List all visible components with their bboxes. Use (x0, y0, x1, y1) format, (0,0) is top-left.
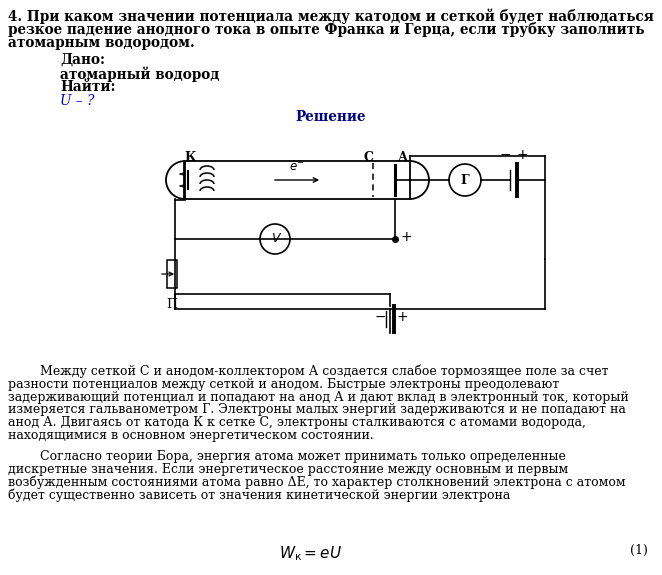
Bar (167, 260, 177, 288)
Text: С: С (363, 151, 373, 164)
Text: Г: Г (461, 174, 469, 186)
Text: возбужденным состояниями атома равно ΔЕ, то характер столкновений электрона с ат: возбужденным состояниями атома равно ΔЕ,… (8, 476, 626, 489)
Text: анод А. Двигаясь от катода К к сетке С, электроны сталкиваются с атомами водород: анод А. Двигаясь от катода К к сетке С, … (8, 416, 586, 429)
Bar (185, 161, 410, 199)
Text: атомарным водородом.: атомарным водородом. (8, 36, 195, 50)
Text: измеряется гальванометром Г. Электроны малых энергий задерживаются и не попадают: измеряется гальванометром Г. Электроны м… (8, 404, 626, 416)
Text: +: + (516, 148, 528, 162)
Text: разности потенциалов между сеткой и анодом. Быстрые электроны преодолевают: разности потенциалов между сеткой и анод… (8, 378, 559, 391)
Text: U – ?: U – ? (60, 94, 95, 108)
Text: (1): (1) (630, 544, 648, 557)
Text: −: − (374, 310, 386, 324)
Text: находящимися в основном энергетическом состоянии.: находящимися в основном энергетическом с… (8, 429, 374, 442)
Text: +: + (396, 310, 408, 324)
Text: А: А (398, 151, 408, 164)
Text: будет существенно зависеть от значения кинетической энергии электрона: будет существенно зависеть от значения к… (8, 488, 510, 502)
Text: +: + (400, 230, 412, 244)
Text: атомарный водород: атомарный водород (60, 66, 219, 82)
Text: Дано:: Дано: (60, 52, 105, 66)
Text: задерживающий потенциал и попадают на анод А и дают вклад в электронный ток, кот: задерживающий потенциал и попадают на ан… (8, 390, 629, 404)
Circle shape (449, 164, 481, 196)
Text: $e^{-}$: $e^{-}$ (289, 161, 305, 174)
Text: −: − (499, 148, 511, 162)
Text: Согласно теории Бора, энергия атома может принимать только определенные: Согласно теории Бора, энергия атома може… (8, 450, 566, 463)
Text: 4. При каком значении потенциала между катодом и сеткой будет наблюдаться: 4. При каком значении потенциала между к… (8, 8, 654, 24)
Text: V: V (271, 232, 279, 246)
Text: дискретные значения. Если энергетическое расстояние между основным и первым: дискретные значения. Если энергетическое… (8, 463, 568, 476)
Text: резкое падение анодного тока в опыте Франка и Герца, если трубку заполнить: резкое падение анодного тока в опыте Фра… (8, 22, 645, 37)
Text: Найти:: Найти: (60, 80, 115, 94)
Circle shape (260, 224, 290, 254)
Text: К: К (184, 151, 196, 164)
Text: Между сеткой С и анодом-коллектором А создается слабое тормозящее поле за счет: Между сеткой С и анодом-коллектором А со… (8, 365, 608, 378)
Text: $W_\text{к} = eU$: $W_\text{к} = eU$ (279, 544, 342, 563)
Text: Решение: Решение (296, 110, 366, 124)
Text: П: П (167, 298, 177, 311)
